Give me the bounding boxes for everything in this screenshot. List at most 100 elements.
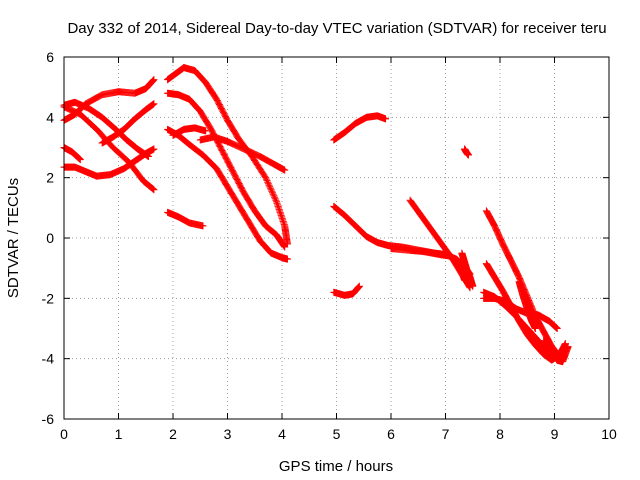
data-point [355, 282, 363, 290]
data-point [461, 276, 469, 284]
data-point [268, 189, 276, 197]
data-point [265, 181, 273, 189]
y-tick-label: -4 [42, 351, 55, 367]
data-point [531, 325, 539, 332]
data-point [281, 243, 289, 251]
x-tick-label: 9 [551, 426, 559, 442]
y-tick-label: 0 [46, 230, 54, 246]
data-point [149, 76, 157, 84]
data-point [148, 77, 156, 85]
data-point [270, 192, 278, 200]
series-arc-j [196, 133, 289, 174]
x-tick-label: 10 [601, 426, 617, 442]
data-point [266, 184, 274, 192]
series-arc-d [60, 145, 158, 180]
data-point [271, 193, 279, 201]
data-point [277, 210, 285, 218]
data-point [275, 204, 283, 212]
x-tick-label: 2 [169, 426, 177, 442]
data-point [199, 222, 207, 230]
data-point [469, 282, 477, 290]
data-point [281, 166, 289, 174]
data-points [60, 64, 572, 366]
axis-ticks [63, 56, 610, 420]
series-arc-n [330, 282, 363, 299]
data-point [263, 177, 271, 185]
series-arc-r [458, 249, 477, 290]
y-tick-labels: -6 -4 -2 0 2 4 6 [42, 49, 55, 427]
data-point [149, 77, 157, 85]
data-point [272, 196, 280, 204]
data-point [271, 195, 279, 203]
data-point [280, 242, 288, 250]
x-tick-label: 6 [387, 426, 395, 442]
data-point [274, 202, 282, 210]
data-point [553, 325, 561, 332]
data-point [149, 185, 157, 193]
data-point [202, 127, 210, 135]
data-point [464, 151, 472, 159]
series-arc-b [60, 76, 158, 124]
data-point [275, 205, 283, 213]
x-tick-labels: 0 1 2 3 4 5 6 7 8 9 10 [60, 426, 617, 442]
series-arc-g [164, 64, 291, 248]
series-arc-y [540, 337, 572, 366]
data-point [273, 199, 281, 207]
series-arc-s [461, 145, 472, 159]
data-point [280, 219, 288, 227]
x-tick-label: 3 [224, 426, 232, 442]
y-tick-label: 2 [46, 170, 54, 186]
series-arc-h [164, 89, 289, 251]
data-point [268, 187, 276, 195]
data-point [278, 213, 286, 221]
data-point [278, 214, 286, 222]
data-point [267, 186, 275, 194]
series-arc-k [169, 124, 210, 139]
y-tick-label: 6 [46, 49, 54, 65]
x-tick-label: 4 [278, 426, 286, 442]
data-point [264, 180, 272, 188]
data-point [264, 178, 272, 186]
series-arc-q [387, 245, 469, 284]
data-point [382, 115, 390, 123]
series-arc-x [515, 278, 539, 332]
series-arc-l [164, 208, 207, 230]
data-point [280, 242, 288, 250]
x-tick-label: 7 [442, 426, 450, 442]
x-axis-label: GPS time / hours [279, 458, 393, 475]
x-tick-label: 0 [60, 426, 68, 442]
y-tick-label: 4 [46, 109, 54, 125]
data-point [274, 201, 282, 209]
data-point [262, 174, 270, 182]
data-point [150, 186, 158, 194]
data-point [149, 185, 157, 193]
data-point [276, 207, 284, 215]
data-point [262, 175, 270, 183]
y-tick-label: -2 [42, 290, 55, 306]
series-arc-i [164, 125, 291, 263]
data-point [276, 208, 284, 216]
data-point [150, 145, 158, 153]
data-point [150, 76, 158, 84]
series-arc-m [330, 112, 390, 144]
data-point [279, 216, 287, 224]
series-arc-e [60, 144, 84, 164]
data-point [150, 100, 158, 108]
series-arc-o [330, 202, 474, 278]
data-point [564, 343, 572, 351]
x-tick-label: 8 [496, 426, 504, 442]
series-arc-f [98, 100, 158, 147]
data-point [279, 217, 287, 225]
chart-title: Day 332 of 2014, Sidereal Day-to-day VTE… [67, 20, 606, 37]
x-tick-label: 5 [333, 426, 341, 442]
plot-frame [63, 56, 610, 420]
data-point [283, 255, 291, 263]
data-point [266, 183, 274, 191]
y-tick-label: -6 [42, 411, 55, 427]
data-point [273, 198, 281, 206]
data-point [76, 156, 84, 164]
data-point [269, 190, 277, 198]
data-point [277, 211, 285, 219]
x-tick-label: 1 [115, 426, 123, 442]
